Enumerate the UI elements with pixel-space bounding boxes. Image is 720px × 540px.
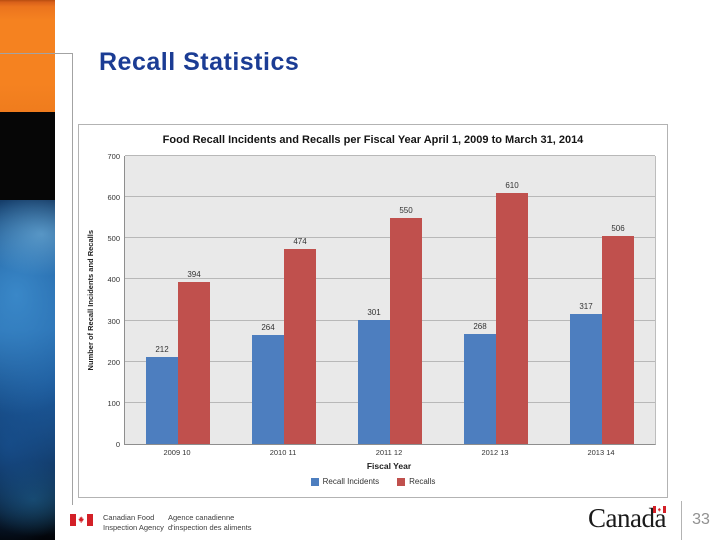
bar-recalls-2013-14: [602, 235, 634, 444]
orange-block: [0, 0, 55, 112]
bar-recalls-2010-11: [284, 248, 316, 444]
gridline-y700: [125, 155, 655, 156]
bar-recalls-2009-10: [178, 281, 210, 444]
frame-line-top: [0, 53, 73, 54]
agency-en-line1: Canadian Food: [103, 513, 155, 522]
y-tick-label: 500: [107, 234, 120, 244]
plot-area: 212 394 264 474 301 550 268 610 317 506: [124, 155, 656, 445]
flag-red-bar: [662, 506, 666, 513]
bar-value-label: 610: [505, 181, 519, 191]
bar-value-label: 474: [293, 236, 307, 246]
x-tick-label: 2010 11: [269, 448, 297, 457]
x-tick-label: 2011 12: [375, 448, 403, 457]
agency-name-french: Agence canadienne d'inspection des alime…: [168, 513, 252, 533]
legend-swatch-icon: [397, 477, 406, 486]
x-tick-label: 2012 13: [481, 448, 509, 457]
bar-recalls-2012-13: [496, 193, 528, 444]
agency-name-english: Canadian Food Inspection Agency: [103, 513, 164, 533]
bar-value-label: 317: [579, 301, 593, 311]
flag-red-bar: [653, 506, 657, 513]
black-block: [0, 112, 55, 200]
y-tick-label: 100: [107, 398, 120, 408]
page-title: Recall Statistics: [99, 48, 300, 76]
bar-value-label: 506: [611, 223, 625, 233]
left-photo-strip: [0, 0, 55, 540]
x-axis-title: Fiscal Year: [366, 461, 412, 471]
bar-recall-incidents-2013-14: [570, 313, 602, 444]
y-tick-label: 300: [107, 316, 120, 326]
agency-en-line2: Inspection Agency: [103, 522, 164, 532]
legend-item-recall-incidents: Recall Incidents: [310, 477, 380, 486]
bar-recall-incidents-2010-11: [252, 335, 284, 444]
agency-fr-line1: Agence canadienne: [168, 513, 235, 522]
maple-leaf-icon: [656, 506, 663, 513]
y-tick-label: 0: [115, 440, 120, 449]
legend-swatch-icon: [310, 477, 319, 486]
chart-title: Food Recall Incidents and Recalls per Fi…: [162, 134, 584, 146]
bar-value-label: 394: [187, 269, 201, 279]
y-tick-label: 600: [107, 193, 120, 203]
bar-value-label: 268: [473, 321, 487, 331]
wordmark-flag-icon: [653, 506, 666, 513]
y-axis-title: Number of Recall Incidents and Recalls: [85, 229, 95, 371]
bar-value-label: 301: [367, 308, 381, 318]
bar-value-label: 212: [155, 344, 169, 354]
chart: Food Recall Incidents and Recalls per Fi…: [78, 124, 668, 498]
y-tick-label: 400: [107, 275, 120, 285]
gridline-y600: [125, 196, 655, 198]
maple-leaf-icon: [75, 514, 88, 526]
chart-legend: Recall Incidents Recalls: [79, 477, 667, 486]
legend-label: Recall Incidents: [322, 477, 380, 486]
footer-separator-line: [681, 501, 682, 540]
bar-recalls-2011-12: [390, 217, 422, 444]
flag-red-bar: [70, 514, 76, 526]
legend-label: Recalls: [409, 477, 436, 486]
frame-line-left: [72, 53, 73, 505]
y-tick-label: 700: [107, 152, 120, 161]
x-tick-label: 2009 10: [163, 448, 191, 457]
flag-red-bar: [87, 514, 93, 526]
legend-item-recalls: Recalls: [397, 477, 435, 486]
blue-photo-block: [0, 200, 55, 540]
bar-recall-incidents-2011-12: [358, 320, 390, 444]
slide-page-number: 33: [692, 511, 710, 528]
bar-recall-incidents-2012-13: [464, 333, 496, 444]
x-tick-label: 2013 14: [587, 448, 615, 457]
y-tick-label: 200: [107, 357, 120, 367]
bar-value-label: 264: [261, 323, 275, 333]
bar-value-label: 550: [399, 205, 413, 215]
agency-fr-line2: d'inspection des aliments: [168, 522, 252, 532]
bar-recall-incidents-2009-10: [146, 356, 178, 444]
canada-flag-icon: [70, 514, 93, 526]
